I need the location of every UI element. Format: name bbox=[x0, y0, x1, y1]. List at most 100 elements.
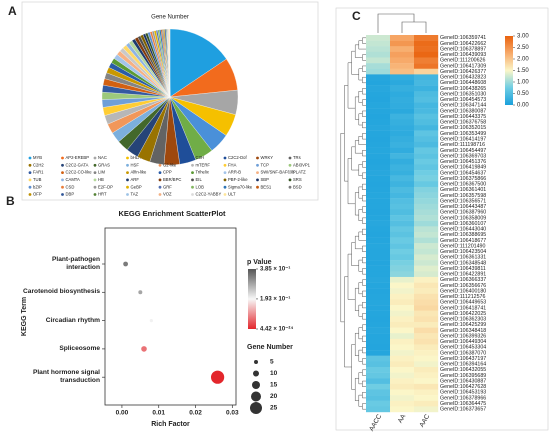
y-axis-label: KEGG Term bbox=[21, 297, 28, 336]
dendro-branch bbox=[362, 228, 366, 236]
heatmap-cell bbox=[390, 91, 415, 98]
heatmap-cell bbox=[414, 74, 439, 81]
heatmap-cell bbox=[414, 248, 439, 255]
heatmap-cell bbox=[366, 40, 391, 47]
heatmap-cell bbox=[414, 108, 439, 114]
legend-label: E2F-DP bbox=[98, 184, 113, 189]
row-label: GeneID:106375866 bbox=[440, 176, 486, 182]
row-label: GeneID:106422662 bbox=[440, 41, 486, 47]
legend-marker bbox=[191, 185, 194, 189]
dendro-branch bbox=[362, 183, 366, 190]
row-label: GeneID:106353499 bbox=[440, 131, 486, 137]
heatmap-cell bbox=[390, 305, 415, 311]
dendro-branch bbox=[362, 172, 366, 179]
legend-label: MYB bbox=[33, 155, 42, 160]
heatmap-cell bbox=[390, 96, 415, 103]
legend-marker bbox=[61, 178, 64, 182]
heatmap-cell bbox=[390, 406, 415, 413]
legend-label: GRF bbox=[163, 184, 172, 189]
row-label: GeneID:106357598 bbox=[440, 193, 486, 199]
heatmap-cell bbox=[366, 74, 391, 81]
column-label: AAC bbox=[418, 413, 431, 428]
legend-marker bbox=[28, 171, 32, 175]
heatmap-cell bbox=[414, 119, 439, 126]
size-legend-marker bbox=[251, 391, 261, 402]
legend-label: FAR1 bbox=[33, 170, 44, 175]
heatmap-cell bbox=[390, 282, 415, 289]
panel-letter: C bbox=[352, 9, 361, 23]
row-label: GeneID:106369703 bbox=[440, 153, 486, 159]
row-label: GeneID:106373657 bbox=[440, 407, 486, 413]
heatmap-cell bbox=[414, 282, 439, 289]
heatmap-cell bbox=[390, 383, 415, 390]
size-legend-marker bbox=[250, 402, 262, 414]
legend-label: HSF bbox=[131, 162, 140, 167]
row-label: GeneID:106395689 bbox=[440, 373, 486, 379]
heatmap-cell bbox=[414, 40, 439, 47]
heatmap-cell bbox=[390, 175, 415, 182]
legend-marker bbox=[93, 185, 97, 189]
heatmap-cell bbox=[414, 327, 439, 334]
heatmap-cell bbox=[390, 63, 415, 69]
heatmap-cell bbox=[366, 125, 391, 131]
plot-frame bbox=[104, 227, 237, 406]
row-label: GeneID:106419849 bbox=[440, 165, 486, 171]
legend-label: CPP bbox=[163, 170, 172, 175]
dendro-branch bbox=[362, 195, 366, 202]
heatmap-cell bbox=[366, 141, 391, 148]
dendro-branch bbox=[362, 268, 366, 275]
heatmap-cell bbox=[390, 265, 415, 272]
heatmap-cell bbox=[390, 288, 415, 295]
heatmap-cell bbox=[414, 186, 439, 193]
dendro-branch bbox=[358, 282, 363, 295]
legend-marker bbox=[158, 193, 162, 196]
heatmap-cell bbox=[414, 372, 439, 379]
heatmap-cell bbox=[414, 321, 439, 328]
heatmap-cell bbox=[366, 181, 391, 188]
heatmap-cell bbox=[390, 260, 415, 266]
heatmap-cell bbox=[390, 125, 415, 131]
row-label: GeneID:111200626 bbox=[440, 58, 486, 64]
heatmap-cell bbox=[366, 254, 391, 261]
legend-marker bbox=[191, 163, 194, 167]
heatmap-cell bbox=[390, 333, 415, 340]
heatmap-cell bbox=[390, 209, 415, 216]
color-tick-label: 2.50 bbox=[517, 45, 529, 51]
dendro-branch bbox=[354, 192, 359, 216]
heatmap-cell bbox=[390, 372, 415, 379]
heatmap-cell bbox=[366, 361, 391, 368]
legend-marker bbox=[93, 193, 97, 196]
chart-title: Gene Number bbox=[151, 15, 189, 21]
legend-marker bbox=[223, 178, 227, 182]
heatmap-cell bbox=[414, 226, 439, 233]
row-label: GeneID:106454637 bbox=[440, 170, 486, 176]
heatmap-cell bbox=[390, 40, 415, 47]
heatmap-cell bbox=[366, 276, 391, 283]
row-label: GeneID:106454497 bbox=[440, 148, 486, 154]
row-label: GeneID:106351030 bbox=[440, 91, 486, 97]
heatmap-cell bbox=[390, 46, 415, 53]
point bbox=[211, 370, 225, 384]
heatmap-cell bbox=[366, 158, 391, 165]
heatmap-cell bbox=[414, 260, 439, 266]
color-tick-label: 1.50 bbox=[517, 68, 529, 74]
legend-marker bbox=[191, 178, 194, 182]
size-legend-label: 20 bbox=[270, 393, 278, 400]
dendro-branch bbox=[354, 377, 359, 401]
legend-label: LIM bbox=[98, 170, 105, 175]
heatmap-cell bbox=[366, 215, 391, 221]
legend-marker bbox=[61, 193, 64, 196]
heatmap-cell bbox=[390, 231, 415, 238]
legend-label: C2C2-Dof bbox=[228, 155, 247, 160]
legend-marker bbox=[28, 156, 32, 160]
legend-marker bbox=[158, 171, 162, 175]
heatmap-cell bbox=[390, 293, 415, 300]
heatmap-cell bbox=[414, 389, 439, 396]
dendro-branch bbox=[362, 290, 366, 297]
size-legend-label: 15 bbox=[270, 382, 278, 389]
heatmap-cell bbox=[414, 288, 439, 295]
heatmap-cell bbox=[390, 400, 415, 407]
heatmap-cell bbox=[366, 51, 391, 58]
heatmap-cell bbox=[390, 378, 415, 385]
legend-label: TAZ bbox=[131, 192, 139, 197]
